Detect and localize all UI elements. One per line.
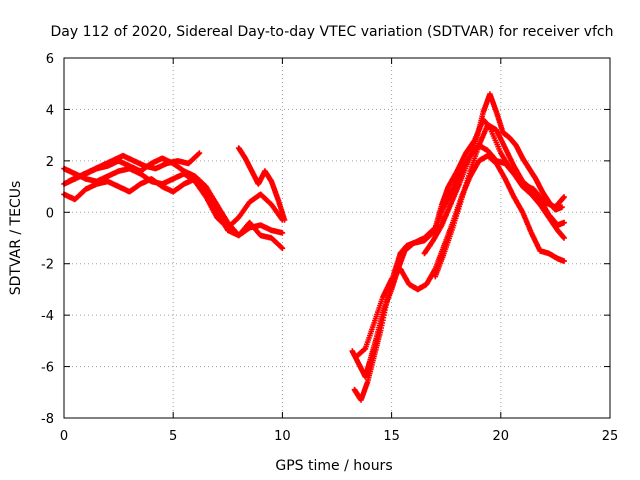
grid — [64, 58, 610, 418]
y-tick-label: -6 — [41, 361, 54, 376]
series-track-3 — [61, 176, 286, 252]
data-points — [349, 116, 567, 380]
x-axis-label: GPS time / hours — [275, 458, 392, 474]
series-track-5 — [235, 145, 288, 223]
y-tick-label: 2 — [46, 155, 54, 170]
series-track-9 — [421, 91, 565, 257]
x-tick-label: 15 — [383, 429, 400, 444]
x-tick-label: 10 — [274, 429, 291, 444]
data-points — [421, 91, 565, 257]
x-axis: 0 5 10 15 20 25 — [60, 58, 618, 444]
y-tick-label: -2 — [41, 258, 54, 273]
x-tick-label: 25 — [602, 429, 619, 444]
y-axis: -8 -6 -4 -2 0 2 4 6 — [41, 52, 610, 427]
chart-title: Day 112 of 2020, Sidereal Day-to-day VTE… — [50, 24, 613, 40]
data-points — [65, 150, 203, 185]
y-tick-label: 4 — [46, 103, 54, 118]
data-points — [235, 145, 288, 223]
series-track-4 — [65, 150, 203, 185]
y-axis-label: SDTVAR / TECUs — [8, 181, 24, 296]
x-tick-label: 0 — [60, 429, 68, 444]
x-tick-label: 5 — [169, 429, 177, 444]
y-tick-label: 6 — [46, 52, 54, 67]
series-track-6 — [349, 116, 567, 380]
y-tick-label: -8 — [41, 412, 54, 427]
y-tick-label: -4 — [41, 309, 54, 324]
data-points — [432, 122, 567, 280]
plot-frame — [63, 57, 611, 419]
data-points — [61, 176, 286, 252]
series-track-10 — [432, 122, 567, 280]
x-tick-label: 20 — [493, 429, 510, 444]
data-marks — [61, 91, 567, 403]
y-tick-label: 0 — [46, 206, 54, 221]
